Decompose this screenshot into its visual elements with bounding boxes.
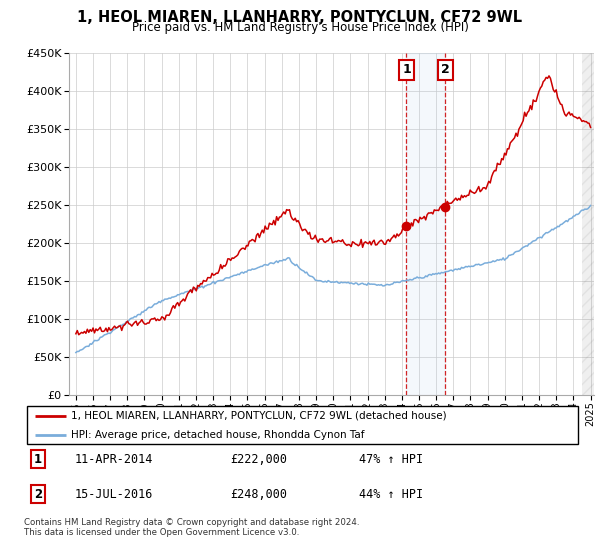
Text: 1, HEOL MIAREN, LLANHARRY, PONTYCLUN, CF72 9WL (detached house): 1, HEOL MIAREN, LLANHARRY, PONTYCLUN, CF… — [71, 411, 447, 421]
Bar — [582, 53, 594, 395]
Text: £222,000: £222,000 — [230, 452, 287, 465]
Text: Contains HM Land Registry data © Crown copyright and database right 2024.
This d: Contains HM Land Registry data © Crown c… — [24, 518, 359, 538]
Text: 44% ↑ HPI: 44% ↑ HPI — [359, 488, 423, 501]
Text: 1, HEOL MIAREN, LLANHARRY, PONTYCLUN, CF72 9WL: 1, HEOL MIAREN, LLANHARRY, PONTYCLUN, CF… — [77, 10, 523, 25]
Text: £248,000: £248,000 — [230, 488, 287, 501]
Bar — [582, 53, 594, 395]
Text: 47% ↑ HPI: 47% ↑ HPI — [359, 452, 423, 465]
Bar — [406, 53, 445, 395]
Text: 1: 1 — [34, 452, 42, 465]
Text: 2: 2 — [441, 63, 450, 77]
Text: 15-JUL-2016: 15-JUL-2016 — [74, 488, 152, 501]
Text: 2: 2 — [34, 488, 42, 501]
Text: HPI: Average price, detached house, Rhondda Cynon Taf: HPI: Average price, detached house, Rhon… — [71, 430, 365, 440]
Text: 1: 1 — [402, 63, 411, 77]
Text: 11-APR-2014: 11-APR-2014 — [74, 452, 152, 465]
Text: Price paid vs. HM Land Registry's House Price Index (HPI): Price paid vs. HM Land Registry's House … — [131, 21, 469, 34]
FancyBboxPatch shape — [27, 406, 578, 444]
